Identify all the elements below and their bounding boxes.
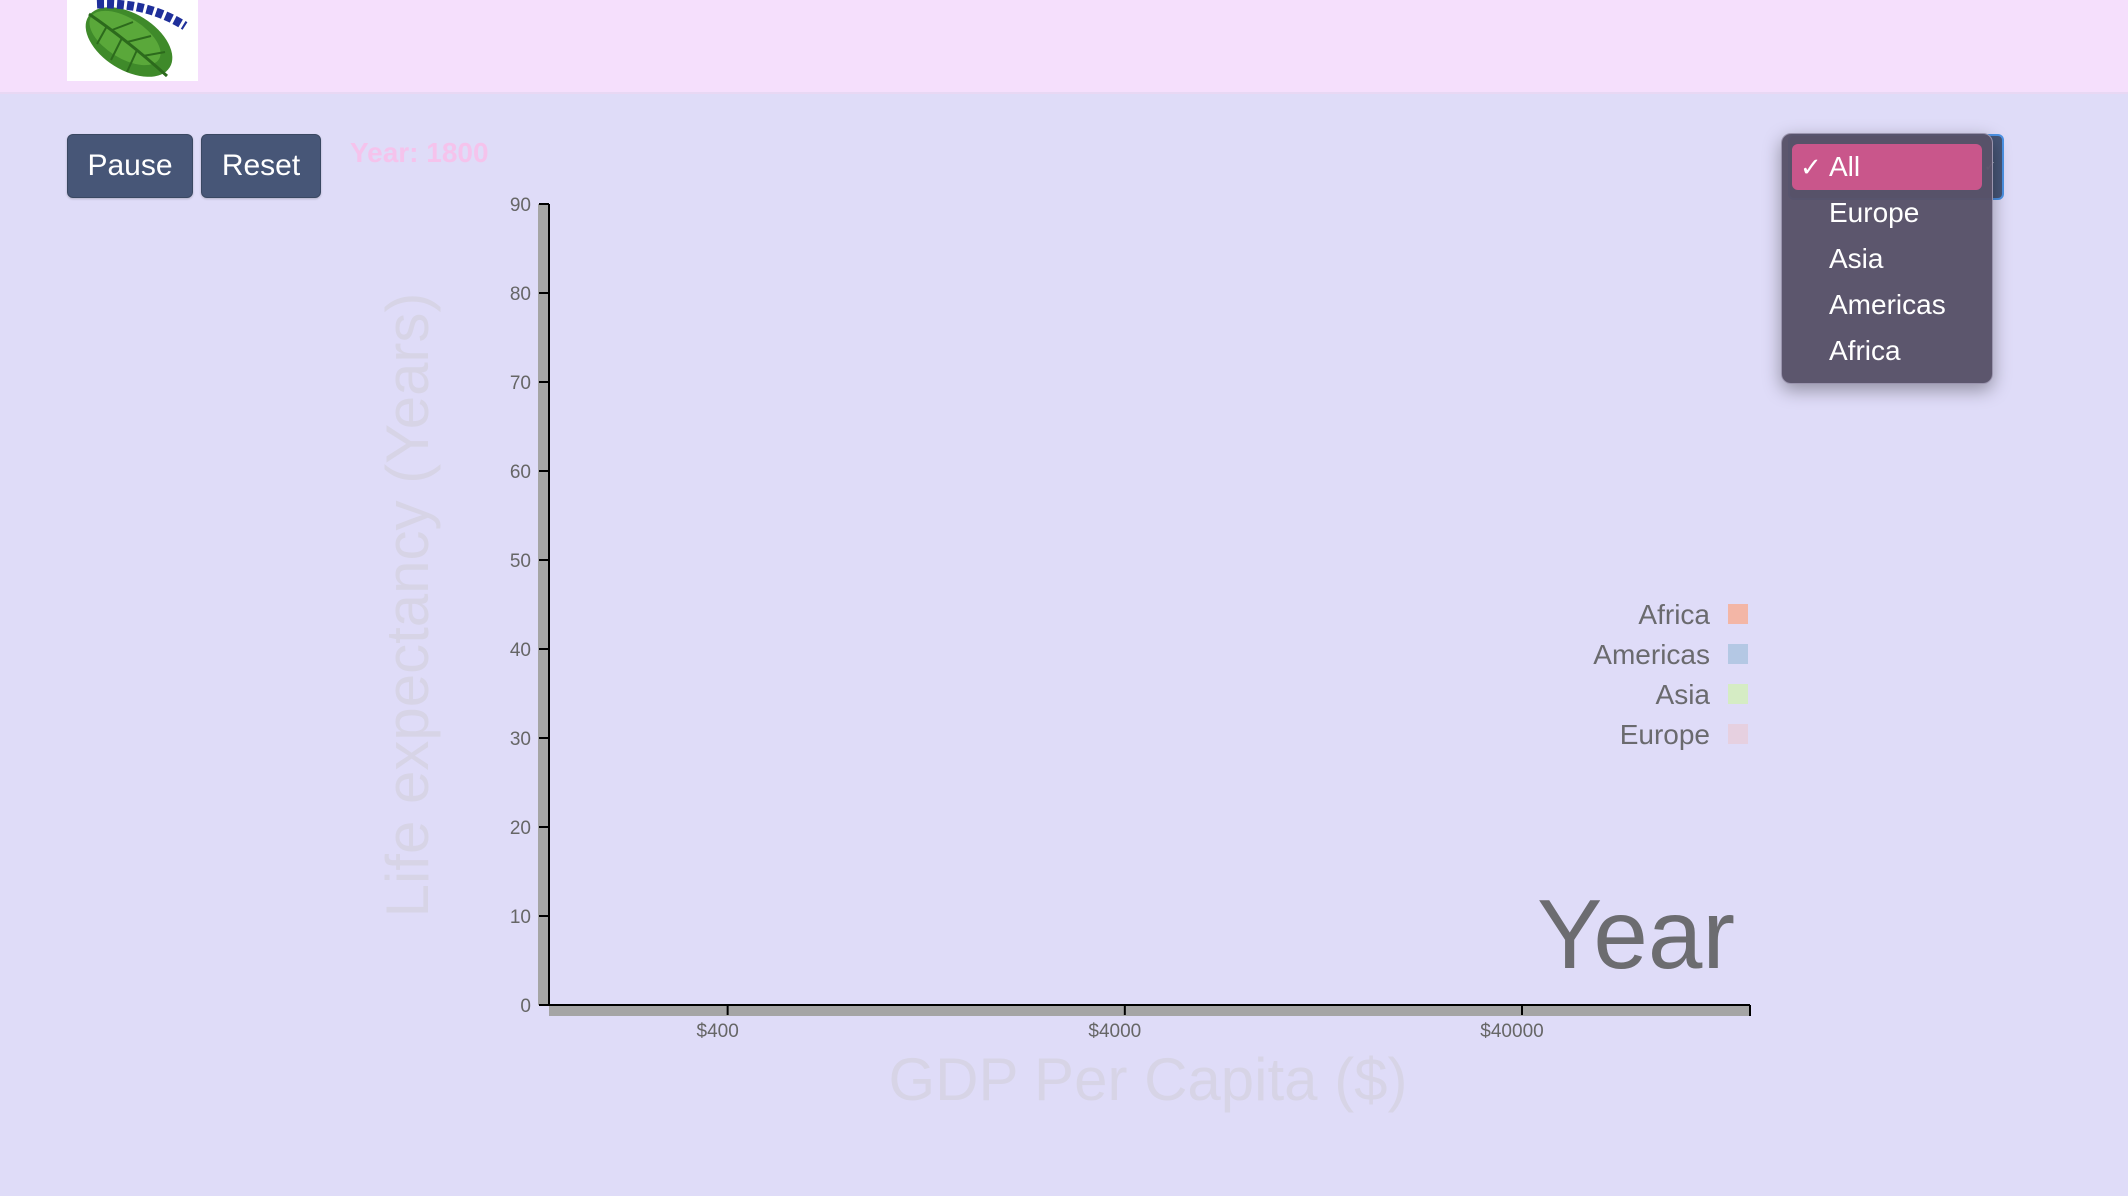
y-tick-label: 90 <box>510 195 531 216</box>
x-tick-label: $40000 <box>1480 1021 1543 1042</box>
y-tick-label: 20 <box>510 818 531 839</box>
y-tick-label: 30 <box>510 729 531 750</box>
legend-swatch <box>1728 604 1748 624</box>
y-axis: 0 10 20 30 40 50 60 70 80 90 <box>510 195 550 1017</box>
y-axis-band <box>538 204 549 1005</box>
legend: Africa Americas Asia Europe <box>1593 599 1748 750</box>
x-axis-label: GDP Per Capita ($) <box>888 1046 1407 1113</box>
legend-swatch <box>1728 684 1748 704</box>
year-watermark: Year <box>1537 879 1735 989</box>
y-tick-label: 0 <box>520 996 531 1017</box>
menu-item-africa[interactable]: Africa <box>1792 328 1982 374</box>
legend-label: Asia <box>1656 679 1711 710</box>
y-tick-label: 50 <box>510 551 531 572</box>
menu-item-label: Asia <box>1829 243 1884 274</box>
y-tick-label: 60 <box>510 462 531 483</box>
menu-item-label: Africa <box>1829 335 1901 366</box>
x-axis: $400 $4000 $40000 <box>549 1004 1751 1042</box>
legend-swatch <box>1728 644 1748 664</box>
y-axis-label: Life expectancy (Years) <box>374 293 441 918</box>
checkmark-icon: ✓ <box>1800 152 1822 182</box>
y-tick-label: 10 <box>510 907 531 928</box>
menu-item-all[interactable]: ✓ All <box>1792 144 1982 190</box>
reset-button[interactable]: Reset <box>201 134 321 198</box>
region-dropdown-menu[interactable]: ✓ All Europe Asia Americas Africa <box>1781 133 1993 384</box>
header-bar <box>0 0 2128 94</box>
y-tick-label: 80 <box>510 284 531 305</box>
pause-button[interactable]: Pause <box>67 134 193 198</box>
menu-item-label: Europe <box>1829 197 1920 228</box>
legend-label: Americas <box>1593 639 1710 670</box>
x-tick-label: $4000 <box>1088 1021 1141 1042</box>
menu-item-label: Americas <box>1829 289 1946 320</box>
year-label: Year: 1800 <box>350 137 489 168</box>
menu-item-europe[interactable]: Europe <box>1792 190 1982 236</box>
legend-swatch <box>1728 724 1748 744</box>
legend-label: Europe <box>1620 719 1710 750</box>
menu-item-americas[interactable]: Americas <box>1792 282 1982 328</box>
x-tick-label: $400 <box>697 1021 739 1042</box>
legend-label: Africa <box>1638 599 1710 630</box>
menu-item-label: All <box>1829 151 1861 182</box>
menu-item-asia[interactable]: Asia <box>1792 236 1982 282</box>
y-tick-label: 40 <box>510 640 531 661</box>
y-tick-label: 70 <box>510 373 531 394</box>
leaf-logo[interactable] <box>67 0 198 81</box>
x-axis-band <box>549 1005 1750 1016</box>
